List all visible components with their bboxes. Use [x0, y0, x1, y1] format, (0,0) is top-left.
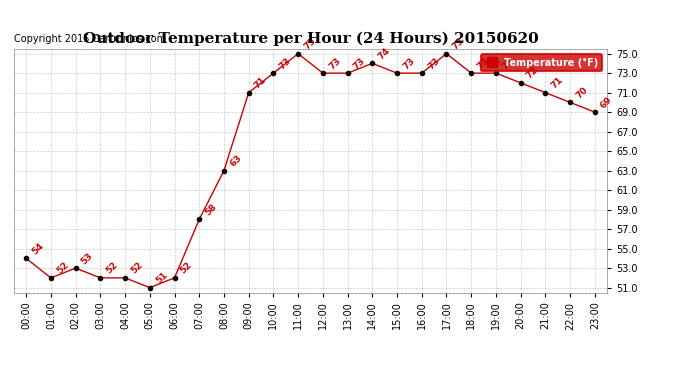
Text: 75: 75	[302, 36, 317, 51]
Text: 73: 73	[475, 56, 491, 71]
Text: 73: 73	[327, 56, 342, 71]
Text: 54: 54	[30, 241, 46, 256]
Text: 72: 72	[525, 65, 540, 81]
Text: 69: 69	[599, 94, 614, 110]
Text: Copyright 2015 Cartronics.com: Copyright 2015 Cartronics.com	[14, 34, 166, 44]
Text: 58: 58	[204, 202, 219, 217]
Text: 73: 73	[277, 56, 293, 71]
Text: 52: 52	[179, 261, 194, 276]
Text: 75: 75	[451, 36, 466, 51]
Text: 73: 73	[500, 56, 515, 71]
Text: 73: 73	[401, 56, 417, 71]
Text: 53: 53	[80, 251, 95, 266]
Text: 73: 73	[426, 56, 441, 71]
Text: 73: 73	[352, 56, 367, 71]
Text: 63: 63	[228, 153, 244, 168]
Text: 70: 70	[574, 85, 589, 100]
Text: 52: 52	[129, 261, 144, 276]
Text: 51: 51	[154, 270, 169, 285]
Text: 52: 52	[55, 261, 70, 276]
Text: 71: 71	[253, 75, 268, 90]
Text: 71: 71	[549, 75, 565, 90]
Text: 52: 52	[104, 261, 119, 276]
Legend: Temperature (°F): Temperature (°F)	[481, 54, 602, 72]
Text: 74: 74	[377, 46, 392, 61]
Title: Outdoor Temperature per Hour (24 Hours) 20150620: Outdoor Temperature per Hour (24 Hours) …	[83, 32, 538, 46]
